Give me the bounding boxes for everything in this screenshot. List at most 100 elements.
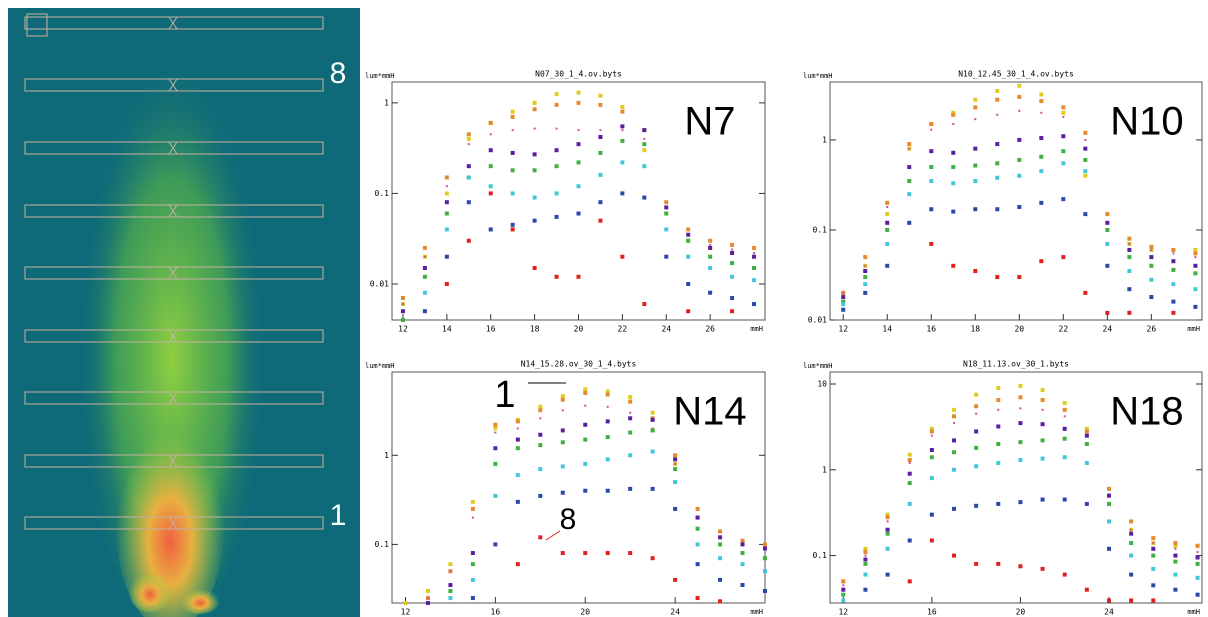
data-point — [708, 245, 713, 250]
data-point — [642, 195, 647, 200]
data-point — [952, 407, 956, 412]
data-point — [598, 93, 603, 98]
data-point — [488, 148, 493, 153]
data-point — [515, 473, 520, 478]
data-point — [538, 493, 543, 498]
data-point — [554, 191, 559, 196]
y-tick-label: 0.1 — [375, 540, 390, 549]
data-point — [842, 584, 845, 587]
data-point — [1084, 441, 1089, 446]
data-point — [1062, 572, 1067, 577]
data-point — [885, 263, 890, 268]
data-point — [560, 490, 565, 495]
data-point — [1171, 267, 1176, 272]
series — [841, 197, 1198, 312]
data-point — [907, 471, 912, 476]
data-point — [470, 577, 475, 582]
series — [422, 191, 757, 314]
data-point — [974, 445, 979, 450]
data-point — [951, 263, 956, 268]
data-point — [673, 453, 678, 458]
data-point — [674, 462, 677, 465]
annotation: 1 — [494, 374, 515, 416]
slice-label: 8 — [330, 57, 347, 90]
data-point — [620, 109, 625, 114]
data-point — [583, 422, 588, 427]
x-axis-label: mmH — [750, 325, 763, 333]
data-point — [539, 417, 542, 420]
data-point — [583, 387, 588, 392]
data-point — [763, 542, 767, 547]
data-point — [763, 546, 767, 551]
data-point — [1084, 433, 1089, 438]
data-point — [403, 601, 408, 605]
data-point — [953, 422, 955, 425]
data-point — [973, 269, 978, 274]
data-point — [740, 542, 745, 547]
data-point — [1129, 531, 1134, 536]
data-point — [929, 122, 934, 127]
x-tick-label: 20 — [1016, 608, 1026, 617]
data-point — [952, 414, 956, 419]
slice-box — [24, 391, 324, 405]
x-tick-label: 20 — [580, 608, 590, 617]
data-point — [1083, 169, 1088, 174]
data-point — [841, 302, 846, 307]
data-point — [1129, 519, 1134, 524]
data-point — [708, 238, 713, 243]
data-point — [996, 561, 1001, 566]
data-point — [1195, 555, 1200, 560]
x-tick-label: 24 — [1103, 325, 1113, 334]
data-point — [664, 227, 669, 232]
data-point — [1017, 204, 1022, 209]
data-point — [620, 124, 625, 129]
data-point — [1061, 134, 1066, 139]
data-point — [752, 245, 757, 250]
data-point — [995, 97, 1000, 102]
data-point — [952, 123, 955, 126]
data-point — [444, 281, 449, 286]
data-point — [929, 426, 934, 431]
data-point — [620, 138, 625, 143]
data-point — [1083, 212, 1088, 217]
data-point — [996, 385, 1001, 390]
data-point — [1062, 455, 1067, 460]
x-tick-label: 20 — [1014, 325, 1024, 334]
data-point — [1149, 277, 1154, 282]
data-point — [628, 399, 633, 404]
plot-frame — [829, 371, 1203, 604]
data-point — [560, 464, 565, 469]
data-point — [1084, 429, 1089, 434]
data-point — [1084, 426, 1089, 431]
data-point — [951, 112, 956, 117]
data-point — [605, 435, 610, 440]
y-axis-label: lum*mmH — [803, 72, 833, 80]
y-tick-label: 1 — [822, 465, 827, 474]
data-point — [929, 538, 934, 543]
slice-center — [168, 516, 178, 530]
data-point — [488, 184, 493, 189]
y-tick-label: 1 — [384, 98, 389, 107]
data-point — [470, 551, 475, 556]
data-point — [1107, 519, 1111, 524]
data-point — [642, 142, 647, 147]
data-point — [863, 275, 868, 280]
data-point — [841, 295, 846, 300]
data-point — [448, 583, 453, 588]
data-point — [1195, 561, 1200, 566]
data-point — [1084, 501, 1089, 506]
data-point — [448, 562, 453, 567]
data-point — [686, 232, 691, 237]
data-point — [1040, 566, 1045, 571]
data-point — [598, 102, 603, 107]
data-point — [996, 113, 999, 116]
data-point — [842, 291, 845, 294]
slice-box — [24, 141, 324, 155]
data-point — [620, 105, 625, 110]
data-point — [1127, 247, 1132, 252]
x-tick-label: 20 — [574, 325, 584, 334]
data-point — [996, 441, 1001, 446]
data-point — [885, 546, 890, 551]
data-point — [952, 467, 956, 472]
data-point — [425, 588, 430, 593]
